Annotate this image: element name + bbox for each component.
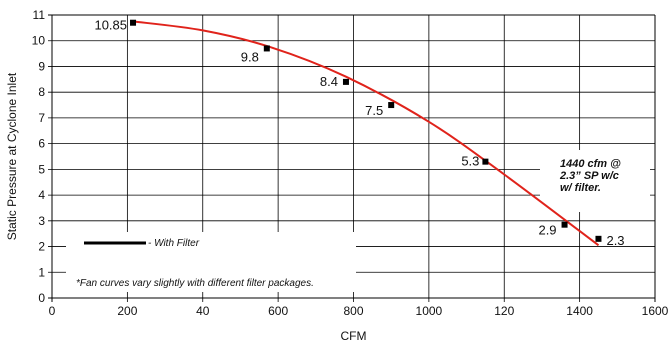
x-tick-label: 200: [117, 304, 137, 318]
x-axis-title: CFM: [341, 329, 367, 343]
data-point-marker: [342, 78, 349, 85]
y-tick-label: 4: [38, 188, 45, 202]
data-point-label: 7.5: [365, 103, 383, 118]
x-tick-label: 120: [494, 304, 514, 318]
y-axis-title: Static Pressure at Cyclone Inlet: [5, 72, 19, 240]
legend-box: - With Filter *Fan curves vary slightly …: [66, 232, 356, 292]
y-tick-label: 7: [38, 111, 45, 125]
y-tick-labels: 0 1 2 3 4 5 6 7 8 9 10 11: [32, 8, 46, 305]
y-tick-label: 5: [38, 162, 45, 176]
data-point-marker: [595, 235, 602, 242]
data-point-label: 2.3: [606, 233, 624, 248]
data-point-marker: [388, 102, 395, 109]
x-tick-label: 1000: [416, 304, 443, 318]
x-tick-label: 1400: [566, 304, 593, 318]
fan-curve-line: [132, 20, 600, 247]
x-tick-labels: 0 200 40 600 800 1000 120 1400 1600: [49, 304, 668, 318]
y-tick-label: 0: [38, 291, 45, 305]
y-tick-label: 3: [38, 214, 45, 228]
callout-line-3: w/ filter.: [560, 182, 601, 194]
data-point-label: 8.4: [320, 74, 338, 89]
y-tick-label: 10: [32, 34, 46, 48]
data-point-marker: [482, 158, 489, 165]
x-tick-label: 1600: [642, 304, 668, 318]
callout-line-1: 1440 cfm @: [560, 158, 621, 170]
y-tick-label: 11: [33, 8, 46, 22]
y-tick-label: 6: [38, 137, 45, 151]
x-tick-label: 800: [343, 304, 363, 318]
y-tick-label: 2: [38, 240, 45, 254]
data-point-label: 9.8: [241, 49, 259, 64]
data-points: 10.85 9.8 8.4 7.5 5.3 2.9 2.3: [94, 18, 624, 248]
x-tick-label: 0: [49, 304, 56, 318]
data-point-marker: [263, 45, 270, 52]
data-point-label: 2.9: [538, 223, 556, 238]
callout-line-2: 2.3” SP w/c: [559, 170, 619, 182]
data-point-label: 10.85: [94, 18, 127, 33]
legend-label-with-filter: - With Filter: [148, 238, 200, 249]
data-point-marker: [130, 19, 137, 26]
x-tick-label: 40: [196, 304, 210, 318]
data-point-marker: [561, 221, 568, 228]
x-tick-label: 600: [268, 304, 288, 318]
data-point-label: 5.3: [461, 154, 479, 169]
callout-box: 1440 cfm @ 2.3” SP w/c w/ filter.: [540, 150, 650, 212]
y-tick-label: 1: [38, 265, 45, 279]
y-tick-label: 9: [38, 59, 45, 73]
callout-background: [540, 150, 650, 212]
filter-note: *Fan curves vary slightly with different…: [76, 278, 314, 289]
y-tick-label: 8: [38, 85, 45, 99]
